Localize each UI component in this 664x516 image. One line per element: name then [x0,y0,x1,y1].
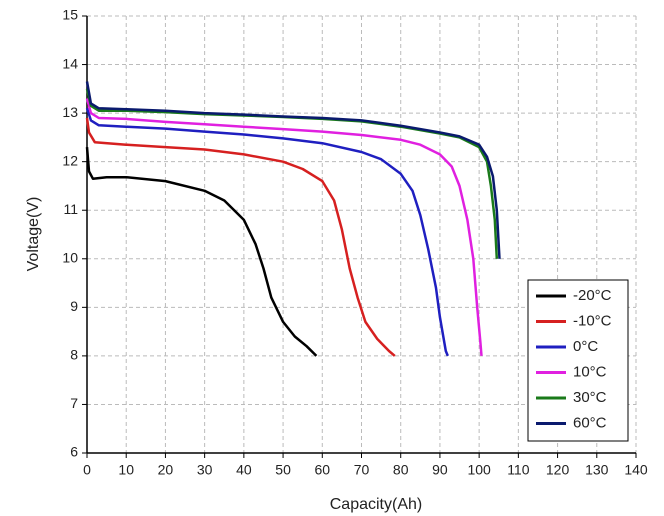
legend-label: 30°C [573,389,607,406]
x-tick-label: 130 [585,462,609,478]
series-line [85,81,501,259]
series-line [85,146,318,357]
y-tick-label: 14 [62,55,78,71]
x-tick-label: 140 [624,462,648,478]
y-tick-label: 13 [62,104,78,120]
x-tick-label: 20 [158,462,174,478]
x-axis-label: Capacity(Ah) [330,496,422,513]
legend-label: 10°C [573,363,607,380]
x-tick-label: 100 [467,462,491,478]
y-tick-label: 9 [70,298,78,314]
series-line [85,107,449,357]
legend-label: 60°C [573,414,607,431]
x-tick-label: 80 [393,462,409,478]
series-line [85,88,499,259]
y-tick-label: 6 [70,444,78,460]
x-tick-label: 120 [546,462,570,478]
x-tick-label: 30 [197,462,213,478]
x-tick-label: 60 [314,462,330,478]
legend-label: -20°C [573,287,612,304]
legend-box [527,279,629,442]
y-axis-label: Voltage(V) [25,197,42,272]
series-line [85,117,396,357]
legend-label: 0°C [573,338,598,355]
x-tick-label: 90 [432,462,448,478]
series-line [85,98,483,357]
y-tick-label: 10 [62,249,78,265]
x-tick-label: 10 [118,462,134,478]
y-tick-label: 11 [63,201,78,217]
x-tick-label: 110 [507,462,530,478]
y-tick-label: 15 [62,7,78,23]
x-tick-label: 50 [275,462,291,478]
y-tick-label: 8 [70,347,78,363]
x-tick-label: 70 [354,462,370,478]
legend-label: -10°C [573,312,612,329]
y-tick-label: 7 [70,395,78,411]
x-tick-label: 40 [236,462,252,478]
y-tick-label: 12 [62,152,78,168]
x-tick-label: 0 [83,462,91,478]
